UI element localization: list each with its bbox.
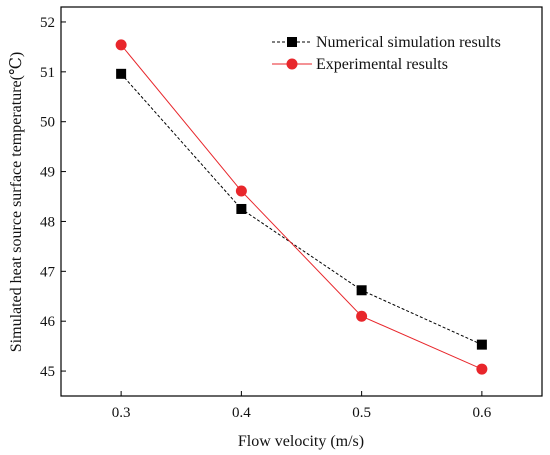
x-tick-label: 0.3 <box>112 405 131 421</box>
data-point-circle <box>235 185 247 197</box>
legend: Numerical simulation results Experimental… <box>272 34 501 73</box>
y-tick-label: 52 <box>40 15 55 31</box>
plot-frame <box>60 6 543 397</box>
data-point-circle <box>115 39 127 51</box>
data-point-square <box>356 285 367 296</box>
x-tick-label: 0.5 <box>352 405 371 421</box>
y-tick-label: 47 <box>40 264 56 280</box>
series-layer <box>115 39 488 375</box>
axis-ticks: 0.3 0.4 0.5 0.6 45 46 47 48 49 50 51 52 <box>40 15 492 421</box>
y-tick-label: 45 <box>40 364 55 380</box>
data-point-circle <box>476 363 488 375</box>
series-line <box>120 44 483 370</box>
data-point-square <box>236 203 247 214</box>
y-tick-label: 50 <box>40 115 55 131</box>
data-point-square <box>116 68 127 79</box>
data-point-circle <box>286 58 298 70</box>
series-line <box>120 73 483 346</box>
y-tick-label: 49 <box>40 165 55 181</box>
x-tick-label: 0.6 <box>473 405 492 421</box>
data-point-square <box>476 339 487 350</box>
x-tick-label: 0.4 <box>232 405 251 421</box>
y-axis-label: Simulated heat source surface temperatur… <box>8 52 25 352</box>
legend-label: Numerical simulation results <box>316 34 501 51</box>
y-tick-label: 46 <box>40 314 56 330</box>
y-tick-label: 51 <box>40 65 55 81</box>
y-tick-label: 48 <box>40 214 55 230</box>
data-point-circle <box>356 310 368 322</box>
legend-label: Experimental results <box>316 56 448 73</box>
x-axis-label: Flow velocity (m/s) <box>238 433 364 450</box>
data-point-square <box>287 37 297 47</box>
